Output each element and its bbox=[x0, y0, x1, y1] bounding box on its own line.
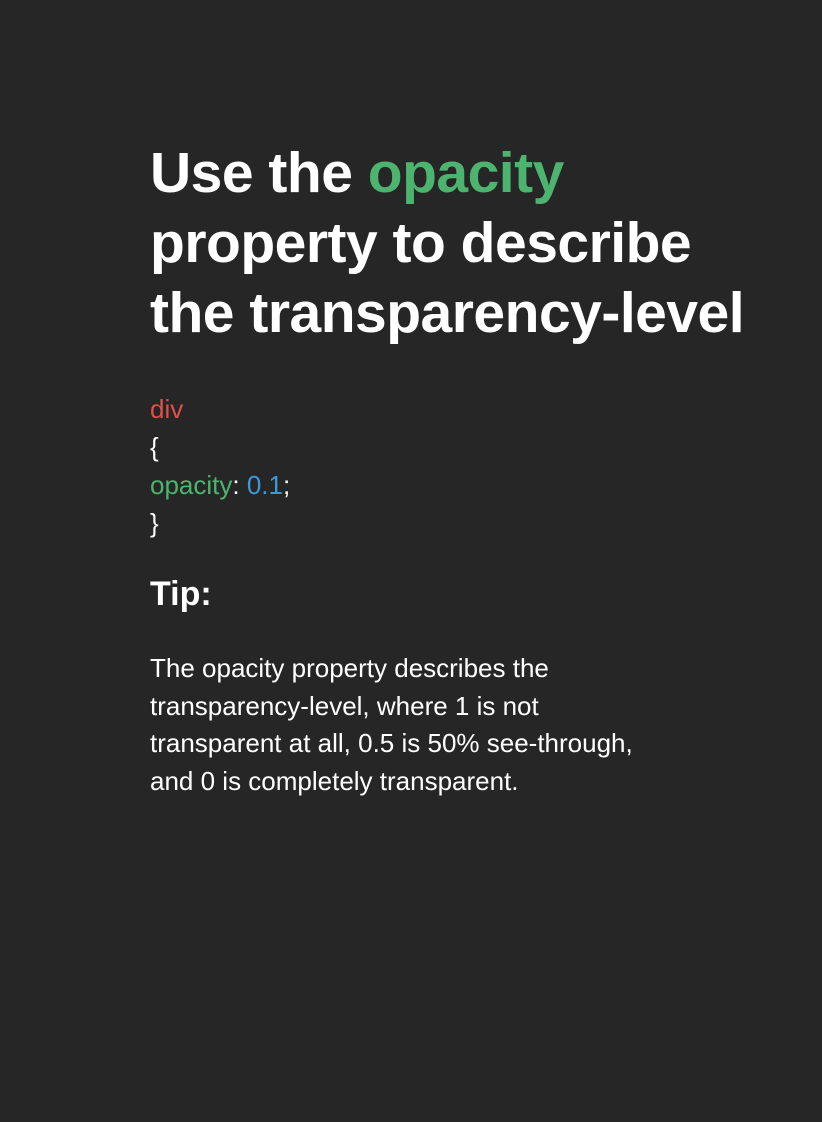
code-declaration: opacity: 0.1; bbox=[150, 466, 770, 504]
tip-heading: Tip: bbox=[150, 575, 212, 613]
headline-text-start: Use the bbox=[150, 141, 368, 205]
code-example: div { opacity: 0.1; } bbox=[150, 390, 770, 542]
slide-content: Use the opacity property to describe the… bbox=[150, 138, 770, 800]
code-property: opacity bbox=[150, 470, 233, 500]
code-colon: : bbox=[232, 470, 247, 500]
headline-text-end: property to describe the transparency-le… bbox=[150, 211, 745, 345]
tip-text: The opacity property describes the trans… bbox=[150, 653, 633, 796]
code-value: 0.1 bbox=[246, 470, 283, 500]
headline: Use the opacity property to describe the… bbox=[150, 138, 770, 348]
headline-highlight-keyword: opacity bbox=[367, 141, 565, 205]
code-semicolon: ; bbox=[283, 470, 291, 500]
code-close-brace: } bbox=[150, 508, 159, 538]
code-open-brace: { bbox=[150, 432, 159, 462]
code-selector: div bbox=[150, 394, 184, 424]
